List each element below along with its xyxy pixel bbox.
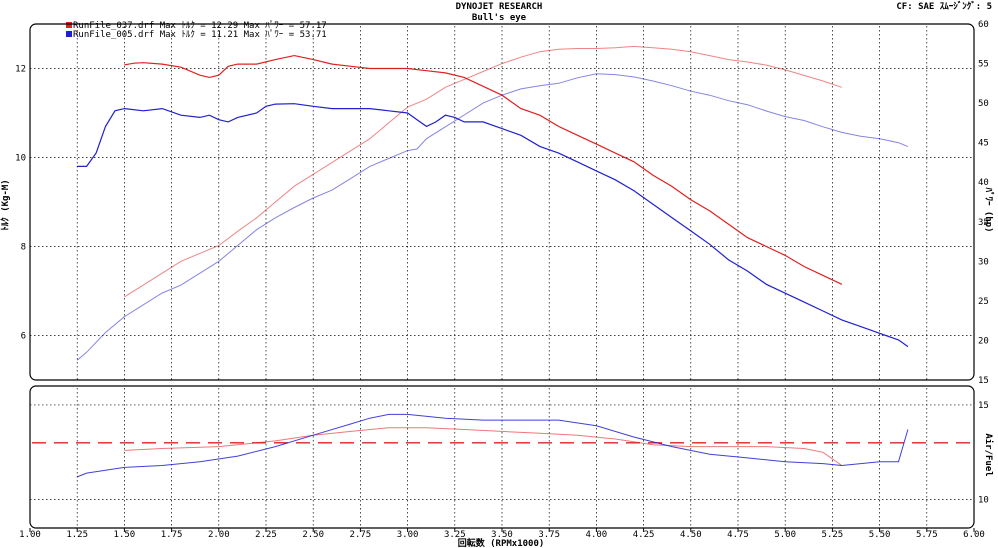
power-tick-label: 55 bbox=[978, 60, 989, 70]
power-tick-label: 30 bbox=[978, 257, 989, 267]
torque-tick-label: 10 bbox=[15, 154, 26, 164]
legend-entry-run005: RunFile_005.drf Max ﾄﾙｸ = 11.21 Max ﾊﾟﾜｰ… bbox=[73, 29, 327, 40]
x-tick-label: 1.25 bbox=[66, 530, 88, 540]
air-fuel-axis-label: Air/Fuel bbox=[983, 433, 994, 476]
x-tick-label: 2.00 bbox=[208, 530, 230, 540]
x-tick-label: 3.00 bbox=[397, 530, 419, 540]
x-tick-label: 5.25 bbox=[822, 530, 844, 540]
legend: RunFile_037.drf Max ﾄﾙｸ = 12.29 Max ﾊﾟﾜｰ… bbox=[66, 20, 327, 40]
x-axis-label: 回転数 (RPMx1000) bbox=[458, 537, 545, 548]
torque-axis-label: ﾄﾙｸ (Kg-M) bbox=[0, 179, 11, 230]
x-tick-label: 4.25 bbox=[633, 530, 655, 540]
x-tick-label: 4.50 bbox=[680, 530, 702, 540]
grid-lines bbox=[29, 26, 975, 532]
x-tick-label: 6.00 bbox=[963, 530, 985, 540]
chart-title: DYNOJET RESEARCH bbox=[456, 2, 543, 12]
power-tick-label: 50 bbox=[978, 99, 989, 109]
x-tick-label: 5.75 bbox=[916, 530, 938, 540]
x-tick-label: 3.75 bbox=[538, 530, 560, 540]
torque-power-panel bbox=[29, 23, 975, 381]
x-tick-label: 2.50 bbox=[302, 530, 324, 540]
power-tick-label: 25 bbox=[978, 297, 989, 307]
power-line-runfile037drf bbox=[124, 45, 842, 298]
torque-tick-label: 12 bbox=[15, 65, 26, 75]
power-tick-label: 20 bbox=[978, 336, 989, 346]
torque-line-runfile037drf bbox=[124, 54, 843, 285]
x-tick-label: 3.25 bbox=[444, 530, 466, 540]
x-tick-label: 3.50 bbox=[491, 530, 513, 540]
tick-labels: 1.00 1.25 1.50 1.75 2.00 2.25 2.50 2.75 3.00 3.25… bbox=[15, 20, 989, 540]
power-tick-label: 15 bbox=[978, 376, 989, 386]
series-lines bbox=[76, 45, 909, 478]
power-tick-label: 35 bbox=[978, 218, 989, 228]
legend-swatch-run037 bbox=[66, 22, 72, 28]
air-fuel-line-runfile005drf bbox=[77, 413, 909, 478]
x-tick-label: 4.75 bbox=[727, 530, 749, 540]
x-tick-label: 1.50 bbox=[114, 530, 136, 540]
af-tick-label: 10 bbox=[978, 496, 989, 506]
torque-tick-label: 6 bbox=[21, 332, 26, 342]
torque-tick-label: 8 bbox=[21, 243, 26, 253]
x-tick-label: 1.00 bbox=[19, 530, 41, 540]
power-tick-label: 45 bbox=[978, 139, 989, 149]
air-fuel-line-runfile037drf bbox=[124, 427, 843, 466]
power-axis-label: ﾊﾟﾜｰ (hp) bbox=[983, 186, 995, 232]
x-tick-label: 2.25 bbox=[255, 530, 277, 540]
x-tick-label: 5.50 bbox=[869, 530, 891, 540]
x-tick-label: 5.00 bbox=[774, 530, 796, 540]
legend-entry-run037: RunFile_037.drf Max ﾄﾙｸ = 12.29 Max ﾊﾟﾜｰ… bbox=[73, 20, 327, 31]
power-line-runfile005drf bbox=[76, 73, 909, 361]
power-tick-label: 60 bbox=[978, 20, 989, 30]
chart-subtitle: Bull's eye bbox=[472, 13, 527, 23]
cf-smoothing-label: CF: SAE ｽﾑｰｼﾞﾝｸﾞ: 5 bbox=[896, 0, 992, 12]
torque-line-runfile005drf bbox=[77, 103, 909, 348]
af-tick-label: 15 bbox=[978, 401, 989, 411]
legend-swatch-run005 bbox=[66, 31, 72, 37]
x-tick-label: 2.75 bbox=[350, 530, 372, 540]
x-tick-label: 1.75 bbox=[161, 530, 183, 540]
x-tick-label: 4.00 bbox=[586, 530, 608, 540]
power-tick-label: 40 bbox=[978, 178, 989, 188]
